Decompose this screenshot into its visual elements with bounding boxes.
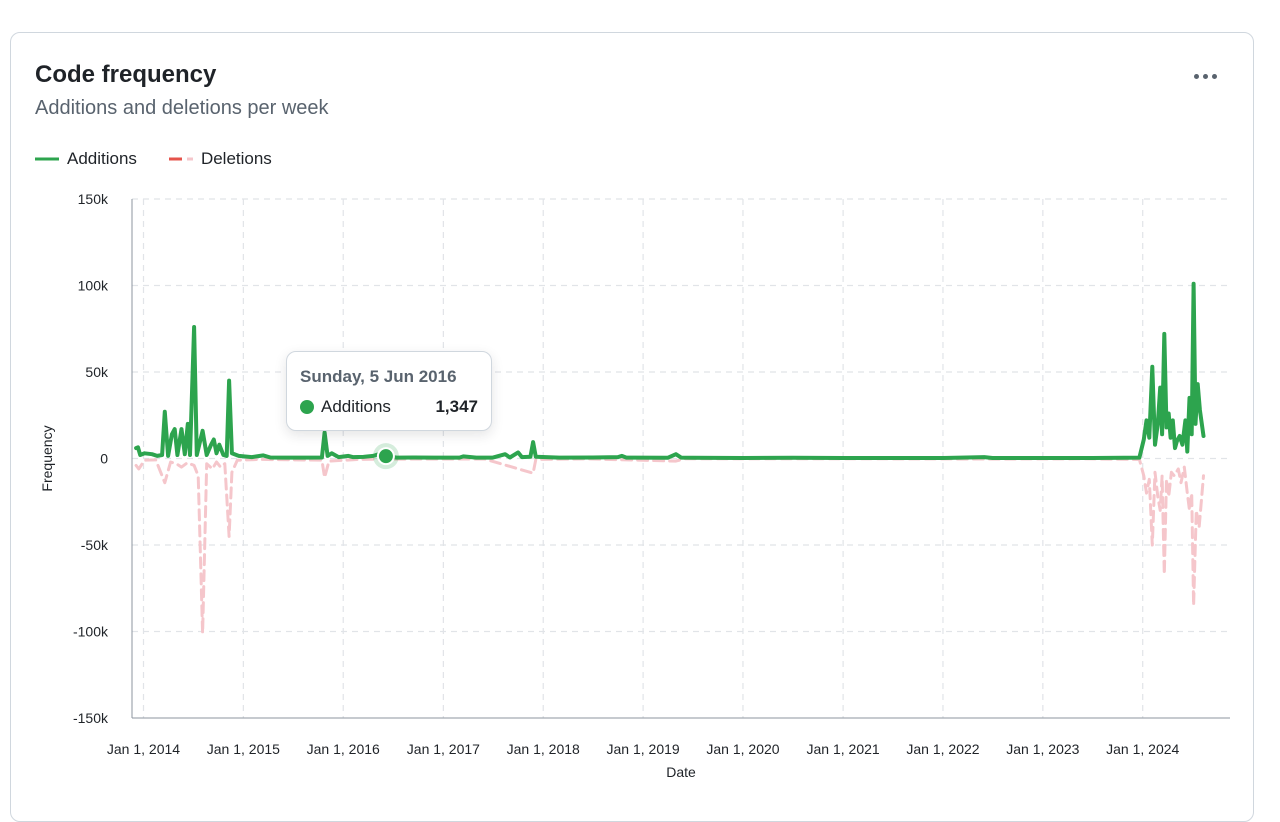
card-title: Code frequency	[35, 61, 217, 88]
y-tick-label: 0	[100, 451, 108, 467]
x-tick-label: Jan 1, 2020	[706, 741, 779, 757]
x-tick-label: Jan 1, 2021	[807, 741, 880, 757]
legend-additions-swatch	[35, 157, 59, 161]
tooltip-date: Sunday, 5 Jun 2016	[300, 367, 457, 386]
y-tick-label: 50k	[85, 364, 109, 380]
legend-deletions-label: Deletions	[200, 149, 272, 168]
y-tick-label: 100k	[78, 278, 109, 294]
x-tick-label: Jan 1, 2022	[906, 741, 979, 757]
x-tick-label: Jan 1, 2024	[1106, 741, 1179, 757]
tooltip-row: Additions 1,347	[300, 397, 478, 417]
code-frequency-card: Code frequency Additions and deletions p…	[10, 32, 1254, 822]
chart-tooltip: Sunday, 5 Jun 2016 Additions 1,347	[286, 351, 492, 431]
x-tick-label: Jan 1, 2015	[207, 741, 280, 757]
y-tick-label: -50k	[81, 537, 109, 553]
tooltip-series-label: Additions	[321, 397, 391, 416]
legend-additions-label: Additions	[67, 149, 137, 168]
legend-item-additions[interactable]: Additions	[35, 149, 137, 169]
x-tick-label: Jan 1, 2018	[507, 741, 580, 757]
y-tick-label: 150k	[78, 191, 109, 207]
tooltip-series-value: 1,347	[435, 397, 478, 416]
y-axis-title: Frequency	[39, 425, 55, 491]
x-axis-title: Date	[666, 764, 696, 780]
series-line-additions	[134, 281, 1206, 460]
y-tick-label: -150k	[73, 710, 109, 726]
legend-deletions-swatch	[168, 157, 193, 161]
tooltip-series-dot	[300, 400, 314, 414]
highlight-point	[376, 447, 395, 466]
x-tick-label: Jan 1, 2014	[107, 741, 180, 757]
y-tick-label: -100k	[73, 624, 109, 640]
card-subtitle: Additions and deletions per week	[35, 97, 329, 119]
legend-item-deletions[interactable]: Deletions	[168, 149, 272, 169]
kebab-horizontal-icon[interactable]	[1187, 61, 1223, 91]
x-tick-label: Jan 1, 2023	[1006, 741, 1079, 757]
x-tick-label: Jan 1, 2017	[407, 741, 480, 757]
x-tick-label: Jan 1, 2016	[307, 741, 380, 757]
x-tick-label: Jan 1, 2019	[607, 741, 680, 757]
chart-legend: Additions Deletions	[35, 149, 272, 169]
